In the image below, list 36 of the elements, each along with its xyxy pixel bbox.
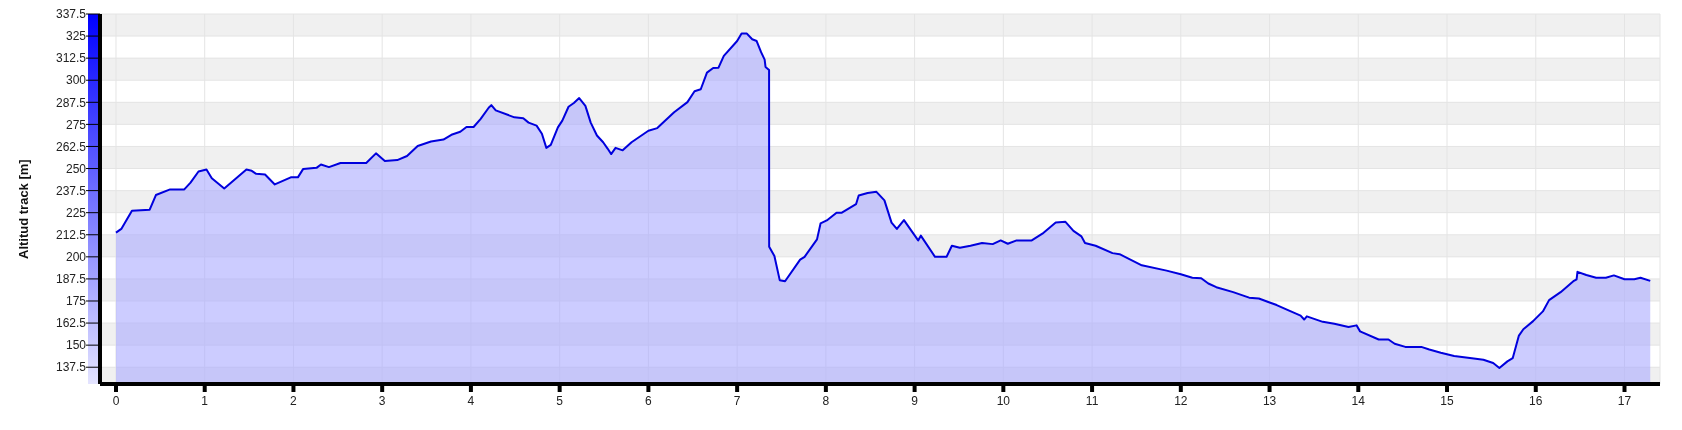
y-tick-label: 325 [65, 29, 87, 44]
x-tick-label: 11 [1085, 393, 1099, 408]
x-tick-label: 10 [996, 393, 1011, 408]
y-tick-label: 237.5 [55, 183, 87, 198]
x-tick-label: 12 [1174, 393, 1188, 408]
y-tick-label: 162.5 [55, 316, 87, 331]
y-tick-label: 137.5 [55, 360, 87, 375]
y-tick-label: 187.5 [55, 272, 87, 287]
y-tick-label: 150 [65, 338, 87, 353]
x-tick-label: 7 [733, 393, 741, 408]
x-tick-label: 5 [556, 393, 564, 408]
y-tick-label: 287.5 [55, 95, 87, 110]
x-tick-label: 17 [1617, 393, 1632, 408]
y-tick-label: 212.5 [55, 228, 87, 243]
y-tick-label: 175 [65, 294, 87, 309]
x-tick-label: 8 [822, 393, 830, 408]
x-tick-label: 4 [467, 393, 475, 408]
y-axis-title: Altitud track [m] [15, 159, 31, 259]
x-tick-label: 3 [378, 393, 386, 408]
y-tick-label: 337.5 [55, 7, 87, 22]
x-tick-label: 2 [290, 393, 298, 408]
y-tick-label: 312.5 [55, 51, 87, 66]
y-tick-label: 250 [65, 161, 87, 176]
x-tick-label: 16 [1529, 393, 1543, 408]
x-tick-label: 14 [1351, 393, 1366, 408]
x-tick-label: 15 [1440, 393, 1455, 408]
y-tick-label: 300 [65, 73, 87, 88]
y-tick-label: 200 [65, 250, 87, 265]
y-tick-label: 225 [65, 205, 87, 220]
x-tick-label: 13 [1262, 393, 1277, 408]
x-tick-label: 6 [645, 393, 653, 408]
x-tick-label: 9 [911, 393, 919, 408]
x-tick-label: 1 [201, 393, 209, 408]
y-tick-label: 262.5 [55, 139, 87, 154]
x-tick-label: 0 [112, 393, 120, 408]
y-tick-label: 275 [65, 117, 87, 132]
